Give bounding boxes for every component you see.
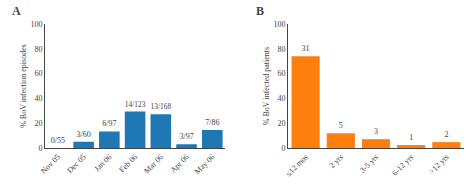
svg-text:40: 40 <box>34 94 42 103</box>
svg-text:Feb 06: Feb 06 <box>117 152 139 174</box>
svg-text:100: 100 <box>30 20 42 29</box>
svg-text:2 yrs: 2 yrs <box>328 152 346 170</box>
svg-text:60: 60 <box>34 69 42 78</box>
svg-text:3: 3 <box>374 127 378 136</box>
svg-text:Dec 05: Dec 05 <box>65 152 88 175</box>
svg-text:80: 80 <box>34 45 42 54</box>
svg-text:80: 80 <box>277 45 285 54</box>
svg-text:60: 60 <box>277 69 285 78</box>
svg-text:Apr 06: Apr 06 <box>169 152 191 174</box>
svg-text:3/60: 3/60 <box>76 130 90 139</box>
svg-text:14/123: 14/123 <box>125 100 146 109</box>
svg-text:>12 yrs: >12 yrs <box>427 152 451 176</box>
svg-text:20: 20 <box>277 119 285 128</box>
svg-text:20: 20 <box>34 119 42 128</box>
svg-text:7/86: 7/86 <box>205 118 219 127</box>
svg-text:B: B <box>256 4 264 18</box>
svg-text:A: A <box>12 4 21 18</box>
svg-text:2: 2 <box>444 130 448 139</box>
svg-text:100: 100 <box>273 20 285 29</box>
svg-text:% BoV infection episodes: % BoV infection episodes <box>19 44 28 128</box>
svg-text:13/168: 13/168 <box>151 102 172 111</box>
svg-text:0: 0 <box>281 144 285 153</box>
svg-text:0/55: 0/55 <box>51 136 65 145</box>
svg-text:40: 40 <box>277 94 285 103</box>
svg-text:6-12 yrs: 6-12 yrs <box>390 152 415 177</box>
svg-text:Jan 06: Jan 06 <box>93 152 114 173</box>
svg-text:31: 31 <box>302 44 310 53</box>
svg-text:5: 5 <box>339 121 343 130</box>
svg-text:3/97: 3/97 <box>179 132 193 141</box>
svg-text:% BoV infected patients: % BoV infected patients <box>262 47 271 125</box>
svg-text:1: 1 <box>409 133 413 142</box>
svg-text:≤12 mos: ≤12 mos <box>284 152 310 178</box>
svg-text:Mar 06: Mar 06 <box>142 152 165 175</box>
svg-text:6/97: 6/97 <box>102 119 116 128</box>
svg-text:3-5 yrs: 3-5 yrs <box>358 152 380 174</box>
svg-text:0: 0 <box>38 144 42 153</box>
svg-text:May 06: May 06 <box>193 152 217 176</box>
svg-text:Nov 05: Nov 05 <box>39 152 62 175</box>
